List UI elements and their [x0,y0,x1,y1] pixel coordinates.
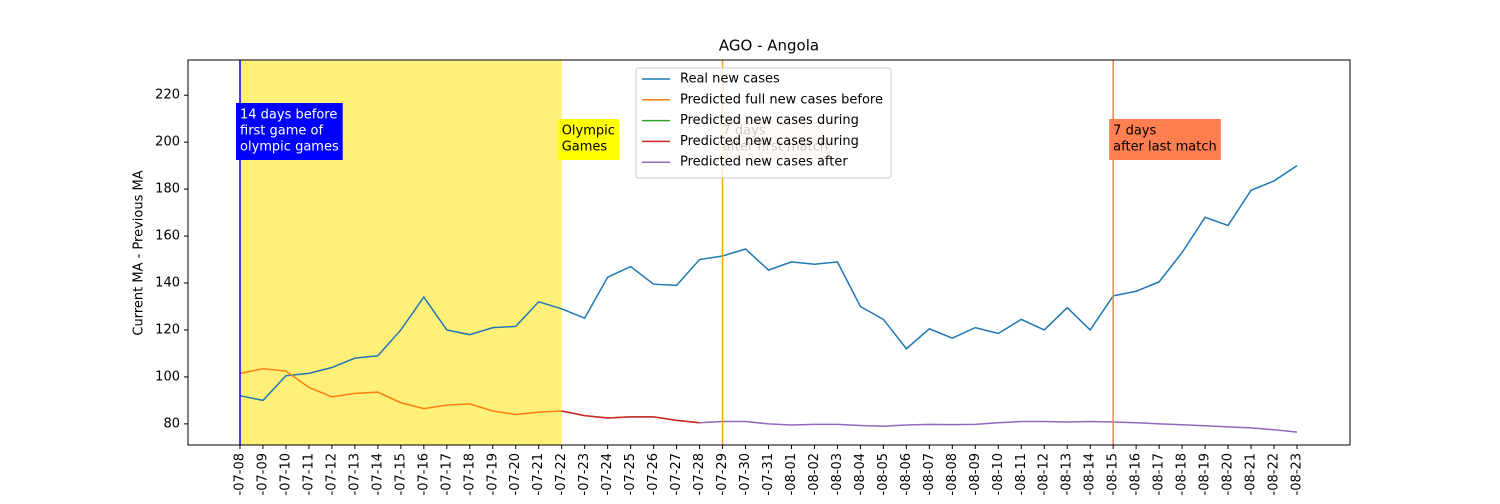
annotation-text: first game of [240,124,324,139]
x-tick-label: -07-10 [278,453,293,495]
x-tick-label: -08-09 [968,453,983,495]
x-tick-label: -08-13 [1060,453,1075,495]
annotation-box [557,119,619,160]
y-tick-label: 80 [163,416,180,431]
annotation-text: after last match [1113,140,1217,155]
legend-label: Real new cases [680,72,780,87]
legend-box [635,67,892,179]
x-tick-label: -07-13 [347,453,362,495]
x-tick-label: -08-18 [1175,453,1190,495]
annotation-text: olympic games [240,140,339,155]
x-tick-label: -08-17 [1152,453,1167,495]
annotation-text: Olympic [562,124,615,139]
y-tick-label: 100 [155,369,180,384]
legend-label: Predicted new cases during [680,134,859,149]
x-tick-label: -07-12 [324,453,339,495]
x-tick-label: -07-23 [577,453,592,495]
x-tick-label: -08-20 [1221,453,1236,495]
x-tick-label: -08-14 [1083,453,1098,495]
x-tick-label: -07-31 [761,453,776,495]
x-tick-label: -08-15 [1106,453,1121,495]
x-tick-label: -07-11 [301,453,316,495]
x-tick-label: -08-21 [1244,453,1259,495]
x-tick-label: -08-08 [945,453,960,495]
x-tick-label: -08-16 [1129,453,1144,495]
x-tick-label: -08-06 [899,453,914,495]
x-tick-label: -08-07 [922,453,937,495]
series-line [561,410,700,424]
x-tick-label: -07-20 [508,453,523,495]
legend-label: Predicted full new cases before [680,92,883,107]
x-tick-label: -07-21 [531,453,546,495]
y-tick-label: 140 [155,276,180,291]
x-tick-label: -07-15 [393,453,408,495]
x-tick-label: -07-27 [669,453,684,495]
x-tick-label: -08-11 [1014,453,1029,495]
x-tick-label: -07-08 [233,453,248,495]
x-tick-label: -08-03 [830,453,845,495]
y-tick-label: 180 [155,182,180,197]
annotation-box [236,103,343,160]
x-tick-label: -07-26 [646,453,661,495]
x-tick-label: -07-29 [715,453,730,495]
annotation-box [1109,119,1221,160]
x-tick-label: -08-05 [876,453,891,495]
x-tick-label: -07-24 [600,453,615,495]
series-line [239,165,1298,402]
x-tick-label: -08-23 [1290,453,1305,495]
x-tick-label: -08-01 [784,453,799,495]
series-line [239,367,562,416]
y-tick-label: 200 [155,135,180,150]
x-tick-label: -07-28 [692,453,707,495]
x-tick-label: -08-02 [807,453,822,495]
y-tick-label: 160 [155,229,180,244]
legend-label: Predicted new cases after [680,155,848,170]
x-tick-label: -08-04 [853,453,868,495]
x-tick-label: -07-17 [439,453,454,495]
annotation-text: 7 days [1113,124,1156,139]
x-tick-label: -08-19 [1198,453,1213,495]
x-tick-label: -07-22 [554,453,569,495]
x-tick-label: -07-25 [623,453,638,495]
annotation-text: 14 days before [240,108,337,123]
series-line [699,420,1298,433]
legend: Real new cases Predicted full new cases b… [635,67,892,179]
x-tick-label: -07-30 [738,453,753,495]
x-tick-label: -07-18 [462,453,477,495]
x-tick-label: -07-09 [255,453,270,495]
annotation-text: Games [562,140,608,155]
y-tick-label: 220 [155,88,180,103]
x-tick-label: -07-16 [416,453,431,495]
y-tick-label: 120 [155,322,180,337]
x-tick-label: -07-14 [370,453,385,495]
y-axis-label: Current MA - Previous MA [132,170,147,335]
chart-title: AGO - Angola [719,37,819,55]
x-tick-label: -08-12 [1037,453,1052,495]
x-tick-label: -08-22 [1267,453,1282,495]
x-tick-label: -07-19 [485,453,500,495]
legend-label: Predicted new cases during [680,113,859,128]
x-tick-label: -08-10 [991,453,1006,495]
